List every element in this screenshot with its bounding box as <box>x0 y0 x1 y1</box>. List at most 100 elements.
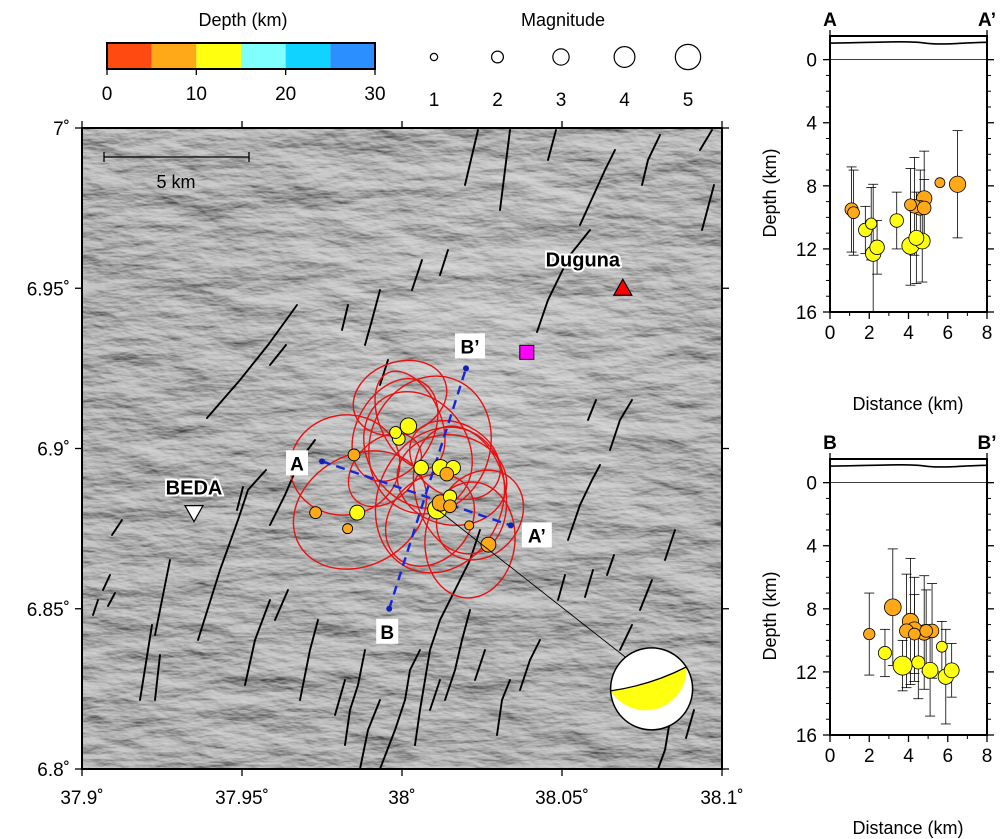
profile-b-start-point <box>386 605 393 612</box>
fault-line-28 <box>496 679 511 736</box>
fault-line-48 <box>92 599 99 616</box>
depth-bin-5 <box>330 43 375 69</box>
section-aa-ylabel: Depth (km) <box>760 148 780 237</box>
profile-a-line <box>321 460 512 527</box>
station-beda-label: BEDA <box>166 478 223 500</box>
section-aa-xtick-label-3: 6 <box>942 323 953 344</box>
event-8 <box>439 466 455 482</box>
lon-tick-label-3: 38.05˚ <box>535 788 589 809</box>
beachball-link-line <box>436 509 656 682</box>
error-ellipses <box>289 359 525 599</box>
beachball-outline <box>609 647 694 731</box>
section-bb-xtick-label-3: 6 <box>942 746 953 767</box>
fault-line-17 <box>244 599 271 686</box>
depth-tick-label-3: 30 <box>364 84 385 105</box>
square-marker <box>519 344 535 360</box>
magnitude-label-4: 4 <box>619 90 630 111</box>
fault-line-2 <box>547 129 557 161</box>
stations: Duguna BEDA <box>164 247 633 523</box>
section-aa-topography <box>829 41 988 45</box>
event-16 <box>464 520 475 531</box>
station-beda-symbol <box>183 505 205 523</box>
fault-line-16 <box>269 439 316 526</box>
fault-line-7 <box>536 229 591 333</box>
depth-bin-2 <box>196 43 241 69</box>
fault-line-34 <box>411 259 423 291</box>
fault-line-39 <box>557 574 566 601</box>
section-bb-right-label: B’ <box>978 433 997 454</box>
profile-a-start-point <box>319 458 325 465</box>
magnitude-legend: Magnitude 1 2 3 4 5 <box>429 10 702 111</box>
event-15 <box>342 523 354 535</box>
fault-line-23 <box>379 699 406 769</box>
depth-tick-label-0: 0 <box>102 84 113 105</box>
fault-line-3 <box>579 149 616 226</box>
section-bb-ytick-label-0: 0 <box>806 474 817 495</box>
fault-line-10 <box>154 559 171 636</box>
section-aa-xtick-label-0: 0 <box>825 323 836 344</box>
lon-tick-label-1: 37.95˚ <box>215 788 269 809</box>
fault-line-13 <box>107 592 116 607</box>
magnitude-label-1: 1 <box>429 90 440 111</box>
error-ellipse-13 <box>409 419 501 501</box>
depth-bin-0 <box>107 43 152 69</box>
section-aa-event-14 <box>904 198 917 212</box>
fault-line-24 <box>414 529 481 746</box>
error-ellipse-2 <box>368 375 492 515</box>
section-bb-xtick-label-4: 8 <box>982 746 993 767</box>
fault-line-27 <box>474 649 486 681</box>
depth-bin-4 <box>285 43 331 69</box>
fault-line-44 <box>664 529 676 561</box>
depth-legend: Depth (km) 0 10 20 30 <box>102 10 386 105</box>
fault-line-49 <box>269 344 287 366</box>
error-ellipse-11 <box>435 469 525 561</box>
fault-line-32 <box>341 304 349 331</box>
magnitude-symbol-4 <box>613 45 636 68</box>
focal-mechanism-beachball <box>609 647 694 731</box>
svg-text:A’: A’ <box>528 526 546 547</box>
fault-line-0 <box>464 129 479 186</box>
lat-tick-label-1: 6.95˚ <box>27 279 70 300</box>
section-bb-left-label: B <box>823 433 837 454</box>
earthquake-events <box>309 417 497 553</box>
lon-tick-label-4: 38.1˚ <box>700 788 743 809</box>
error-ellipse-8 <box>374 426 506 574</box>
fault-line-9 <box>236 486 244 511</box>
station-duguna-label: Duguna <box>546 249 621 271</box>
section-aa-xtick-label-2: 4 <box>903 323 914 344</box>
section-bb-ytick-label-4: 16 <box>796 726 817 747</box>
section-bb-event-0 <box>892 655 913 676</box>
section-bb-ytick-label-2: 8 <box>806 600 817 621</box>
section-aa-event-9 <box>889 213 904 228</box>
section-aa-left-label: A <box>823 10 837 31</box>
fault-line-22 <box>359 699 381 769</box>
section-bb-event-11 <box>911 655 926 670</box>
fault-line-42 <box>619 624 633 651</box>
fault-line-11 <box>139 624 153 701</box>
section-aa-event-1 <box>949 175 967 193</box>
section-bb-xtick-label-2: 4 <box>903 746 914 767</box>
fault-line-4 <box>641 134 661 186</box>
fault-line-41 <box>606 554 615 576</box>
section-aa-event-5 <box>908 229 925 246</box>
event-4 <box>349 504 366 521</box>
magnitude-symbol-3 <box>552 48 570 66</box>
profile-a-end-point <box>507 522 514 529</box>
section-bb-event-7 <box>943 662 960 679</box>
error-ellipse-10 <box>384 473 476 567</box>
fault-line-43 <box>639 579 653 611</box>
profile-b-line <box>388 368 468 610</box>
fault-line-45 <box>657 719 671 769</box>
event-14 <box>309 506 322 519</box>
section-bb-ytick-label-3: 12 <box>796 663 817 684</box>
event-6 <box>413 460 429 476</box>
profile-lines: A A’ B B’ <box>286 333 552 644</box>
lat-tick-label-0: 7˚ <box>53 119 70 140</box>
profile-b-start-label: B <box>376 618 399 644</box>
section-bb-frame <box>829 458 988 736</box>
section-aa-event-6 <box>869 239 885 255</box>
magnitude-label-3: 3 <box>556 90 567 111</box>
profile-b-end-point <box>463 365 469 372</box>
profile-b-end-label: B’ <box>455 333 485 359</box>
